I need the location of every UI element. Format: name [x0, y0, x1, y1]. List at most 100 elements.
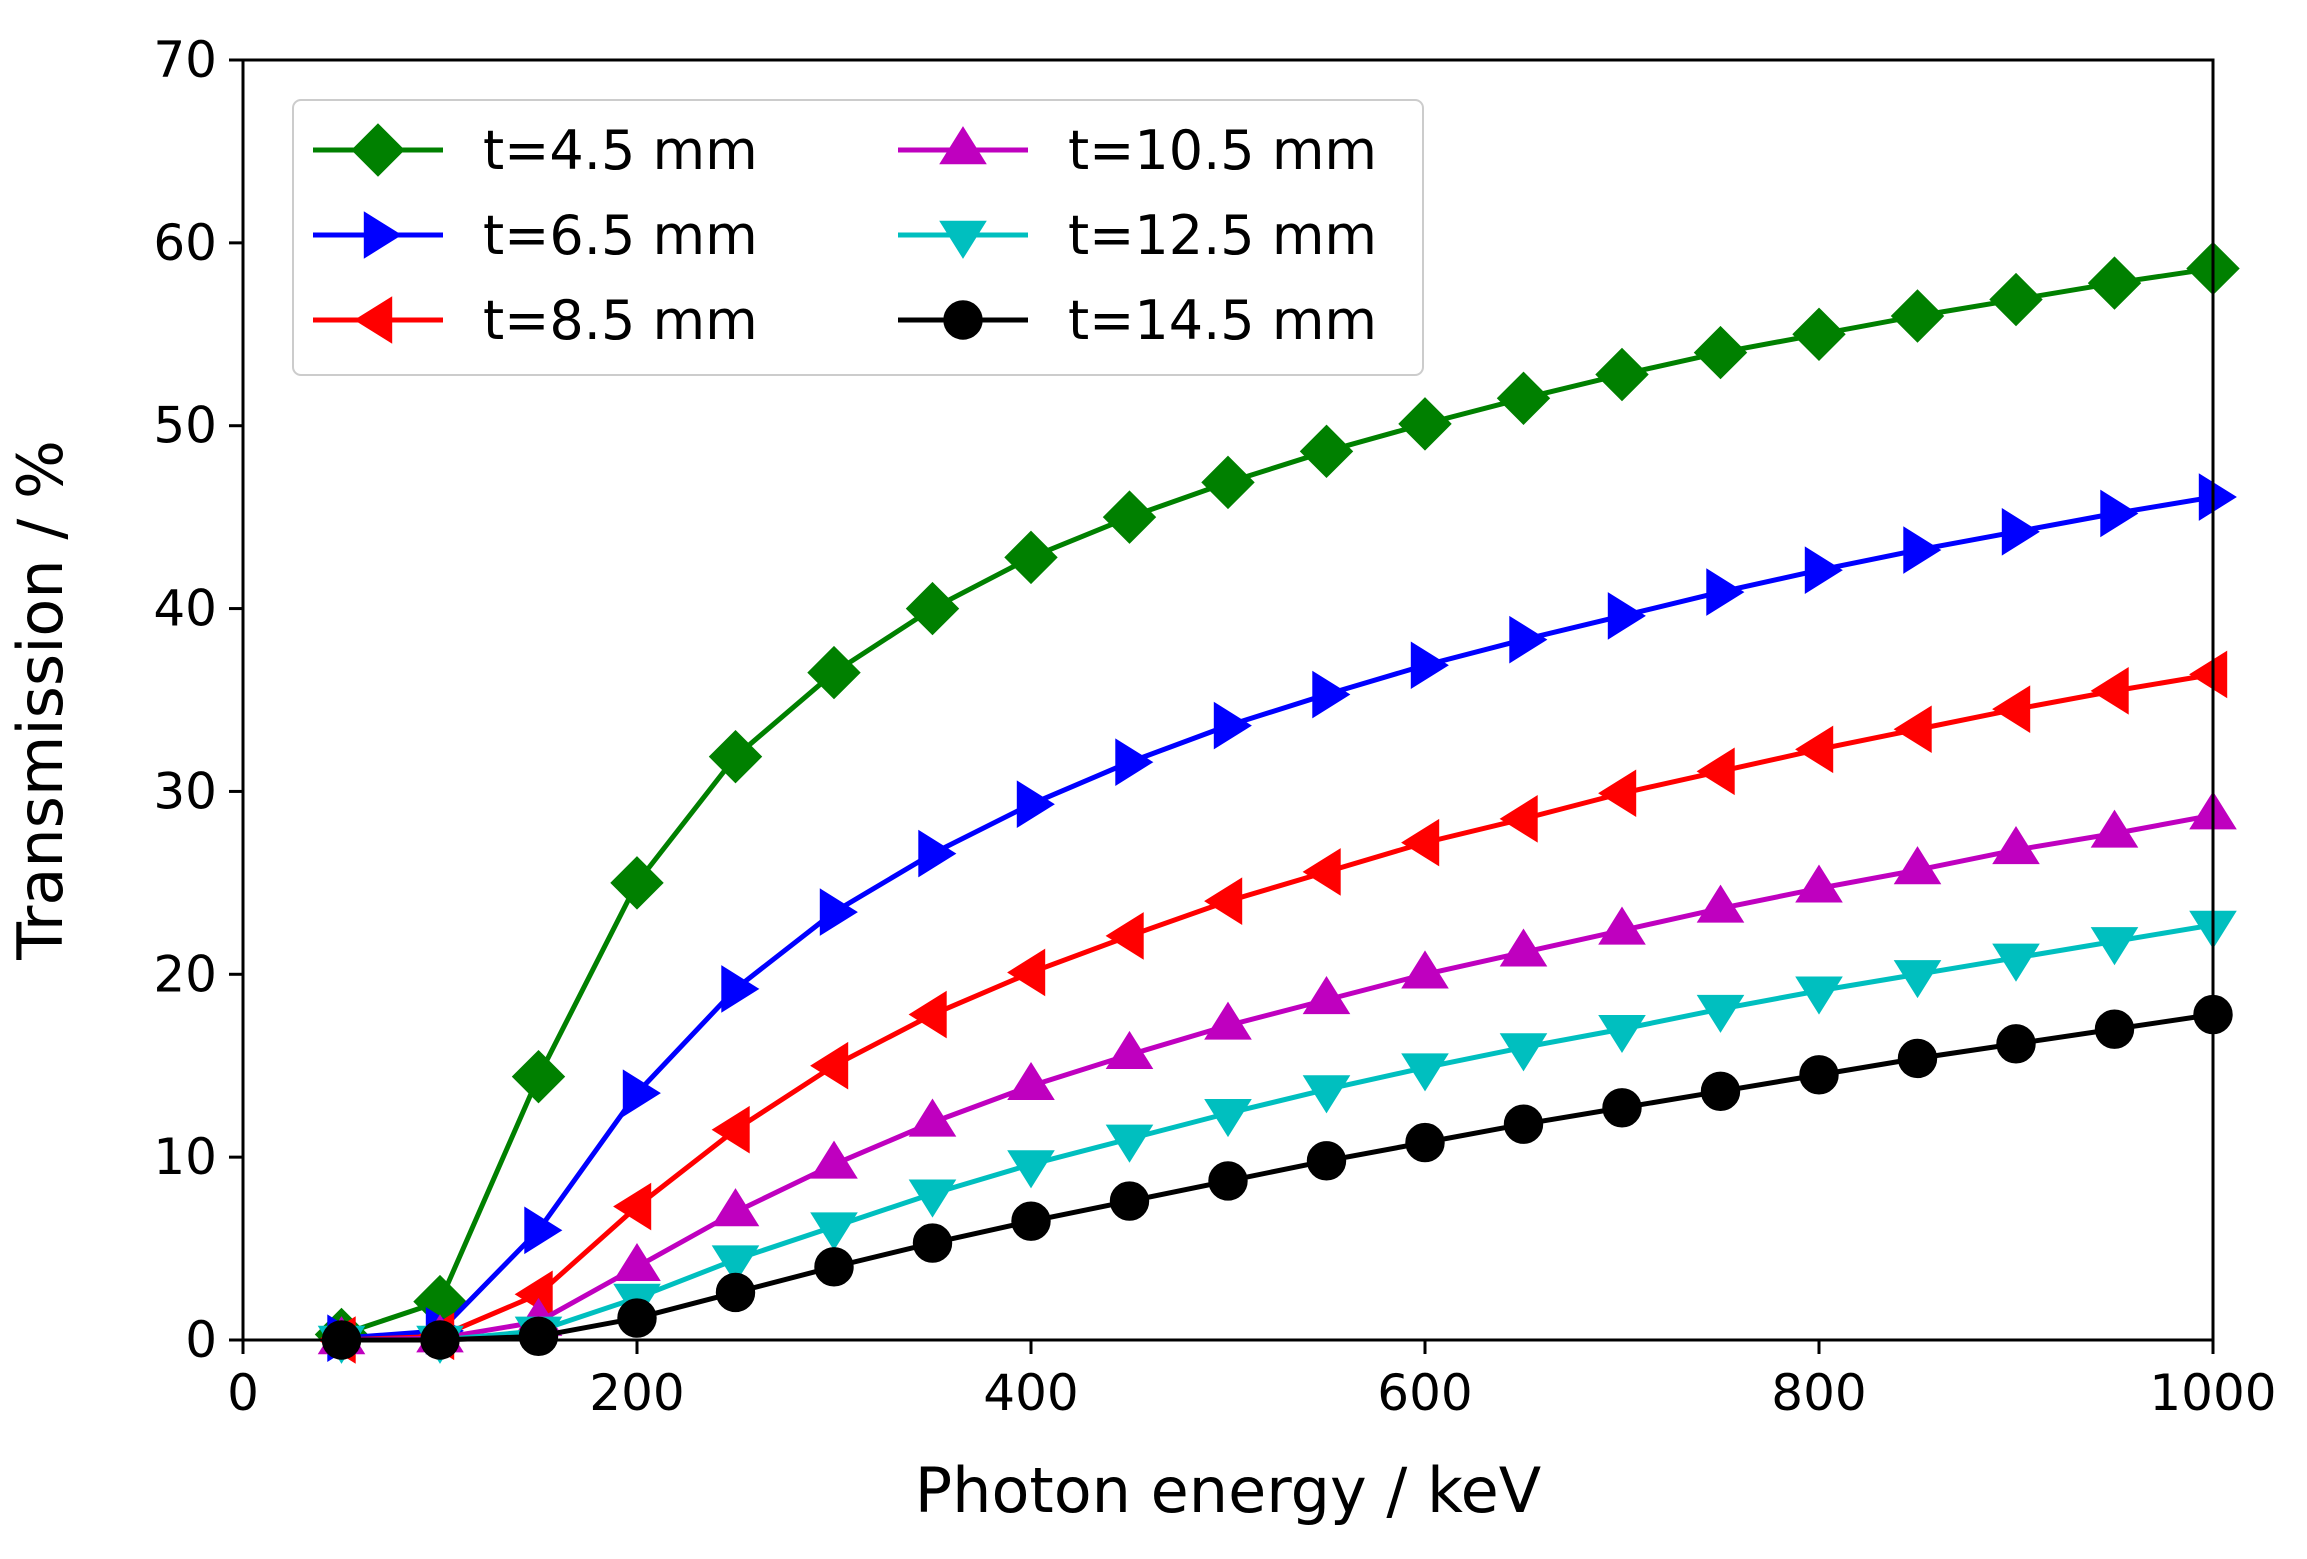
- data-point: [810, 1140, 858, 1179]
- x-axis-ticks: 0 200 400 600 800 1000: [227, 1340, 2277, 1422]
- data-point: [1696, 884, 1745, 923]
- data-point: [819, 888, 858, 936]
- data-point: [1804, 546, 1843, 594]
- x-tick-label: 0: [227, 1364, 259, 1422]
- data-point: [810, 1041, 849, 1090]
- data-point: [351, 123, 405, 177]
- data-point: [1213, 701, 1252, 750]
- data-point: [908, 1179, 957, 1218]
- data-point: [905, 581, 960, 636]
- data-point: [1989, 272, 2043, 327]
- data-point: [1204, 1001, 1252, 1040]
- data-point: [1602, 1088, 1642, 1128]
- series-t-4-5-mm: [314, 241, 2240, 1362]
- data-point: [908, 1098, 957, 1137]
- data-point: [1405, 1122, 1445, 1163]
- data-point: [1201, 455, 1255, 510]
- legend-item: t=10.5 mm: [898, 119, 1377, 182]
- data-point: [1598, 906, 1646, 945]
- data-point: [1299, 424, 1354, 479]
- data-point: [1401, 950, 1449, 989]
- data-point: [1102, 490, 1157, 544]
- data-point: [1306, 1141, 1347, 1181]
- data-point: [1401, 1053, 1449, 1092]
- y-tick-label: 10: [153, 1128, 217, 1186]
- data-point: [2189, 650, 2228, 699]
- x-tick-label: 1000: [2149, 1364, 2276, 1422]
- data-point: [1992, 943, 2040, 982]
- x-tick-label: 600: [1377, 1364, 1472, 1422]
- data-point: [1204, 877, 1243, 925]
- legend-label: t=14.5 mm: [1068, 289, 1377, 352]
- x-tick-label: 800: [1771, 1364, 1866, 1422]
- data-point: [810, 1212, 858, 1251]
- series-t-10-5-mm: [317, 791, 2237, 1355]
- x-axis-label: Photon energy / keV: [915, 1454, 1541, 1527]
- data-point: [1996, 1024, 2036, 1064]
- data-point: [1007, 948, 1046, 997]
- series-line: [341, 494, 2214, 1341]
- data-point: [1105, 1030, 1154, 1069]
- data-point: [1011, 1201, 1051, 1241]
- data-point: [1401, 818, 1440, 867]
- data-point: [1693, 325, 1748, 380]
- data-point: [807, 645, 861, 700]
- plot-series: [314, 241, 2240, 1364]
- data-point: [939, 220, 987, 259]
- legend-item: t=14.5 mm: [898, 289, 1377, 352]
- data-point: [511, 1049, 566, 1104]
- data-point: [1398, 397, 1452, 451]
- data-point: [1706, 568, 1745, 616]
- data-point: [814, 1247, 854, 1287]
- data-point: [1007, 1150, 1055, 1189]
- data-point: [1208, 1161, 1248, 1201]
- legend-label: t=6.5 mm: [483, 204, 758, 267]
- y-tick-label: 20: [153, 945, 217, 1003]
- data-point: [708, 729, 763, 784]
- data-point: [1016, 780, 1055, 829]
- data-point: [518, 1316, 559, 1357]
- data-point: [1204, 1099, 1252, 1138]
- data-point: [1696, 994, 1745, 1033]
- y-tick-label: 40: [153, 580, 217, 638]
- legend-label: t=12.5 mm: [1068, 204, 1377, 267]
- data-point: [1004, 530, 1058, 585]
- data-point: [1903, 526, 1942, 574]
- data-point: [1598, 769, 1637, 818]
- data-point: [617, 1298, 657, 1338]
- y-tick-label: 60: [153, 214, 217, 272]
- legend-item: t=4.5 mm: [313, 119, 758, 182]
- data-point: [1105, 912, 1144, 960]
- data-point: [1499, 928, 1548, 967]
- data-point: [1509, 615, 1548, 664]
- y-axis-label: Transmission / %: [4, 440, 77, 961]
- series-line: [340, 265, 2214, 1337]
- data-point: [1795, 864, 1843, 903]
- legend-item: t=12.5 mm: [898, 204, 1377, 267]
- data-point: [2090, 927, 2139, 966]
- data-point: [622, 1069, 661, 1117]
- data-point: [908, 990, 947, 1039]
- data-point: [1302, 975, 1351, 1015]
- data-point: [613, 1182, 652, 1231]
- data-point: [1499, 795, 1538, 843]
- data-point: [1607, 592, 1646, 640]
- data-point: [2100, 489, 2139, 538]
- data-point: [1302, 1075, 1351, 1114]
- data-point: [1115, 738, 1154, 786]
- data-point: [1499, 1033, 1548, 1072]
- y-tick-label: 50: [153, 397, 217, 455]
- series-t-14-5-mm: [321, 994, 2233, 1360]
- data-point: [1893, 846, 1942, 885]
- data-point: [610, 856, 664, 910]
- data-point: [711, 1245, 760, 1284]
- x-tick-label: 200: [589, 1364, 684, 1422]
- data-point: [711, 1188, 760, 1227]
- data-point: [363, 211, 402, 259]
- data-point: [1992, 826, 2040, 865]
- y-axis-ticks: 0 10 20 30 40 50 60 70: [153, 31, 243, 1369]
- series-t-8-5-mm: [317, 650, 2228, 1364]
- data-point: [2001, 507, 2040, 556]
- data-point: [715, 1272, 756, 1313]
